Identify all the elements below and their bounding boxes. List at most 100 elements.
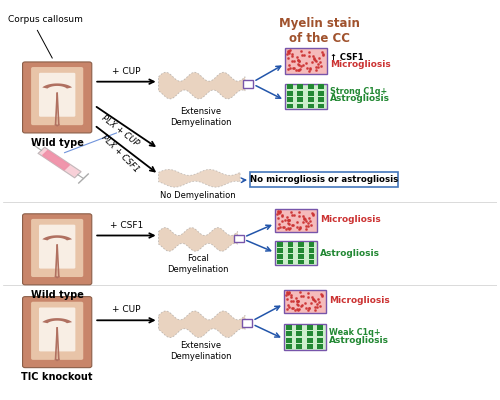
FancyBboxPatch shape	[298, 84, 304, 89]
FancyBboxPatch shape	[22, 297, 92, 368]
Text: Microgliosis: Microgliosis	[320, 215, 381, 224]
PathPatch shape	[158, 228, 238, 251]
Text: PLX + CUP: PLX + CUP	[100, 114, 141, 148]
Polygon shape	[38, 147, 81, 178]
Text: + CSF1: + CSF1	[110, 220, 143, 230]
Text: Weak C1q+: Weak C1q+	[329, 328, 380, 338]
FancyBboxPatch shape	[318, 84, 324, 89]
Text: Microgliosis: Microgliosis	[330, 60, 391, 69]
Text: Astrogliosis: Astrogliosis	[330, 94, 390, 103]
FancyBboxPatch shape	[288, 248, 294, 253]
FancyBboxPatch shape	[39, 308, 76, 352]
Text: Myelin stain
of the CC: Myelin stain of the CC	[279, 16, 359, 44]
FancyBboxPatch shape	[318, 104, 324, 108]
PathPatch shape	[158, 170, 240, 187]
FancyBboxPatch shape	[288, 254, 294, 258]
FancyBboxPatch shape	[308, 254, 314, 258]
FancyBboxPatch shape	[39, 73, 76, 117]
FancyBboxPatch shape	[286, 332, 292, 336]
FancyBboxPatch shape	[298, 254, 304, 258]
Text: + CUP: + CUP	[112, 305, 140, 314]
Text: Extensive
Demyelination: Extensive Demyelination	[170, 107, 232, 127]
FancyBboxPatch shape	[277, 260, 283, 264]
Text: Corpus callosum: Corpus callosum	[8, 15, 83, 24]
FancyBboxPatch shape	[308, 260, 314, 264]
FancyBboxPatch shape	[318, 332, 324, 336]
Polygon shape	[42, 150, 70, 170]
Text: Focal
Demyelination: Focal Demyelination	[168, 254, 229, 274]
FancyBboxPatch shape	[31, 302, 83, 360]
FancyBboxPatch shape	[274, 209, 317, 232]
FancyBboxPatch shape	[307, 344, 313, 349]
FancyBboxPatch shape	[296, 344, 302, 349]
FancyBboxPatch shape	[298, 248, 304, 253]
FancyBboxPatch shape	[31, 67, 83, 125]
FancyBboxPatch shape	[22, 214, 92, 285]
Text: Wild type: Wild type	[30, 290, 84, 300]
FancyBboxPatch shape	[308, 97, 314, 102]
FancyBboxPatch shape	[318, 97, 324, 102]
PathPatch shape	[42, 84, 72, 88]
PathPatch shape	[158, 72, 245, 99]
FancyBboxPatch shape	[318, 344, 324, 349]
Text: Wild type: Wild type	[30, 138, 84, 148]
FancyBboxPatch shape	[284, 48, 327, 74]
FancyBboxPatch shape	[287, 84, 293, 89]
FancyBboxPatch shape	[277, 242, 283, 247]
Text: PLX + CSF1: PLX + CSF1	[100, 133, 141, 174]
PathPatch shape	[42, 235, 72, 240]
FancyBboxPatch shape	[274, 242, 317, 265]
FancyBboxPatch shape	[298, 260, 304, 264]
FancyBboxPatch shape	[31, 219, 83, 277]
FancyBboxPatch shape	[308, 242, 314, 247]
FancyBboxPatch shape	[286, 338, 292, 343]
FancyBboxPatch shape	[234, 235, 244, 242]
PathPatch shape	[42, 318, 72, 323]
FancyBboxPatch shape	[307, 332, 313, 336]
FancyBboxPatch shape	[22, 62, 92, 133]
Text: No microgliosis or astrogliosis: No microgliosis or astrogliosis	[250, 175, 398, 184]
FancyBboxPatch shape	[242, 80, 254, 88]
Text: Extensive
Demyelination: Extensive Demyelination	[170, 341, 232, 361]
Text: Astrogliosis: Astrogliosis	[329, 336, 389, 344]
FancyBboxPatch shape	[307, 338, 313, 343]
PathPatch shape	[158, 311, 245, 338]
FancyBboxPatch shape	[277, 254, 283, 258]
FancyBboxPatch shape	[277, 248, 283, 253]
FancyBboxPatch shape	[308, 84, 314, 89]
Text: Strong C1q+: Strong C1q+	[330, 87, 388, 96]
FancyBboxPatch shape	[298, 104, 304, 108]
FancyBboxPatch shape	[308, 91, 314, 96]
FancyBboxPatch shape	[286, 325, 292, 330]
FancyBboxPatch shape	[318, 91, 324, 96]
FancyBboxPatch shape	[296, 325, 302, 330]
FancyBboxPatch shape	[284, 324, 326, 350]
FancyBboxPatch shape	[250, 172, 398, 187]
FancyBboxPatch shape	[288, 242, 294, 247]
FancyBboxPatch shape	[286, 344, 292, 349]
FancyBboxPatch shape	[308, 248, 314, 253]
FancyBboxPatch shape	[308, 104, 314, 108]
FancyBboxPatch shape	[298, 91, 304, 96]
FancyBboxPatch shape	[296, 338, 302, 343]
Text: ↑ CSF1: ↑ CSF1	[330, 53, 364, 62]
FancyBboxPatch shape	[242, 319, 252, 327]
FancyBboxPatch shape	[318, 325, 324, 330]
Text: No Demyelination: No Demyelination	[160, 191, 236, 200]
FancyBboxPatch shape	[296, 332, 302, 336]
FancyBboxPatch shape	[284, 290, 326, 313]
FancyBboxPatch shape	[284, 84, 327, 109]
FancyBboxPatch shape	[39, 225, 76, 268]
Text: TIC knockout: TIC knockout	[22, 372, 93, 382]
FancyBboxPatch shape	[287, 91, 293, 96]
FancyBboxPatch shape	[288, 260, 294, 264]
Text: Microgliosis: Microgliosis	[329, 296, 390, 305]
FancyBboxPatch shape	[298, 97, 304, 102]
FancyBboxPatch shape	[298, 242, 304, 247]
FancyBboxPatch shape	[287, 104, 293, 108]
Text: + CUP: + CUP	[112, 67, 140, 76]
FancyBboxPatch shape	[287, 97, 293, 102]
Text: Astrogliosis: Astrogliosis	[320, 249, 380, 258]
FancyBboxPatch shape	[318, 338, 324, 343]
FancyBboxPatch shape	[307, 325, 313, 330]
